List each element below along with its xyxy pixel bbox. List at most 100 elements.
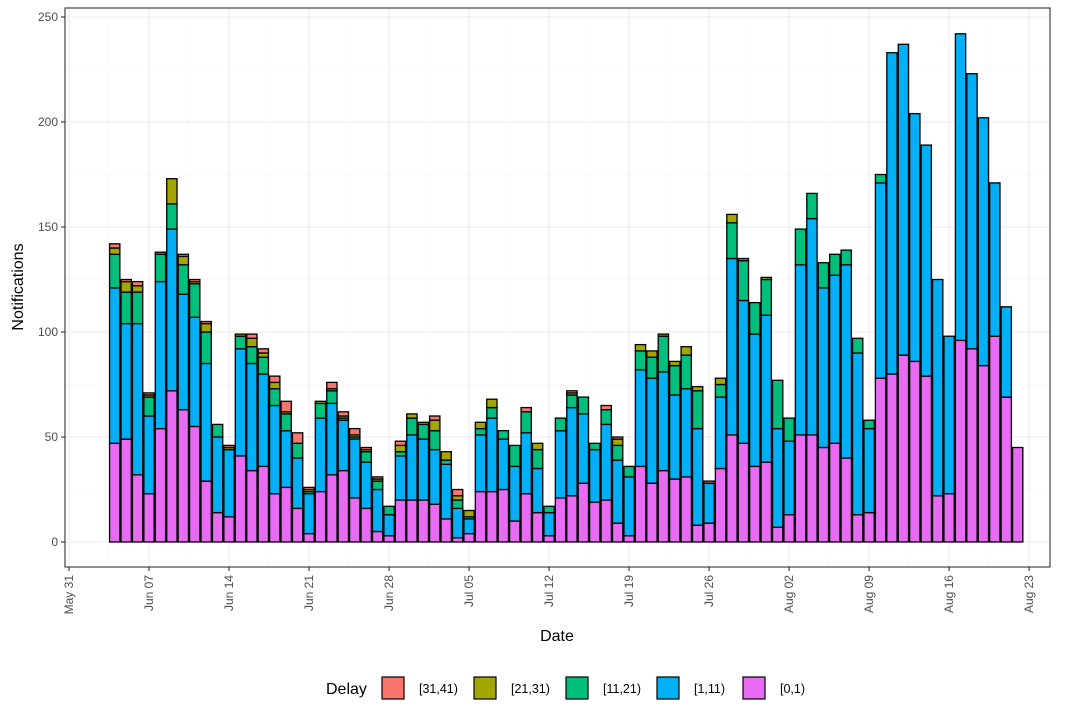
legend-label: [1,11) bbox=[694, 682, 725, 696]
bar-segment bbox=[783, 440, 795, 516]
bar-segment bbox=[989, 182, 1001, 337]
bar-segment bbox=[371, 476, 384, 480]
bar-segment bbox=[268, 375, 281, 384]
bar-segment bbox=[737, 442, 750, 543]
x-tick-label: Aug 09 bbox=[862, 575, 876, 613]
bar-segment bbox=[680, 476, 693, 543]
bar-segment bbox=[200, 322, 212, 333]
bar-segment bbox=[314, 400, 327, 405]
bar-segment bbox=[246, 333, 258, 339]
bar-segment bbox=[634, 350, 647, 371]
bar-segment bbox=[177, 293, 190, 411]
bar-segment bbox=[954, 33, 967, 342]
bar-segment bbox=[554, 430, 567, 499]
bar-segment bbox=[131, 322, 144, 476]
bar-segment bbox=[337, 419, 350, 472]
bar-segment bbox=[508, 444, 521, 468]
bar-segment bbox=[234, 333, 247, 337]
legend-key bbox=[656, 676, 680, 700]
bar-segment bbox=[474, 421, 487, 430]
bar-segment bbox=[348, 497, 361, 543]
bar-segment bbox=[246, 362, 258, 472]
bar-segment bbox=[451, 507, 464, 539]
bar-segment bbox=[428, 419, 441, 432]
bar-segment bbox=[691, 524, 704, 543]
bar-segment bbox=[771, 526, 784, 543]
bar-segment bbox=[440, 463, 452, 520]
bar-segment bbox=[268, 381, 281, 390]
bar-segment bbox=[520, 432, 532, 495]
bar-segment bbox=[314, 402, 327, 419]
bar-segment bbox=[268, 388, 281, 407]
bar-segment bbox=[954, 339, 967, 543]
bar-segment bbox=[463, 518, 475, 535]
bar-segment bbox=[234, 455, 247, 543]
bar-segment bbox=[371, 488, 384, 533]
bar-segment bbox=[291, 457, 304, 510]
bar-segment bbox=[909, 360, 921, 543]
bar-segment bbox=[223, 516, 235, 543]
bar-segment bbox=[611, 522, 624, 543]
bar-segment bbox=[874, 173, 887, 184]
bar-segment bbox=[257, 465, 270, 543]
bar-segment bbox=[508, 520, 521, 543]
bar-segment bbox=[257, 373, 270, 468]
bar-segment bbox=[806, 434, 818, 543]
bar-segment bbox=[326, 402, 338, 476]
bar-segment bbox=[143, 392, 155, 396]
bar-segment bbox=[200, 320, 212, 325]
bar-segment bbox=[726, 257, 738, 436]
bar-segment bbox=[428, 430, 441, 451]
bar-segment bbox=[177, 264, 190, 295]
bar-segment bbox=[428, 448, 441, 505]
bar-segment bbox=[143, 493, 155, 543]
bar-segment bbox=[406, 434, 418, 501]
bar-segment bbox=[463, 532, 475, 543]
bar-segment bbox=[211, 423, 224, 438]
bar-segment bbox=[166, 228, 178, 392]
bar-segment bbox=[394, 440, 407, 447]
bar-segment bbox=[737, 259, 750, 302]
bar-segment bbox=[600, 404, 613, 411]
bar-segment bbox=[497, 488, 510, 543]
bar-segment bbox=[166, 203, 178, 230]
panel-border bbox=[64, 7, 1051, 568]
legend-label: [21,31) bbox=[511, 682, 550, 696]
bar-segment bbox=[417, 499, 430, 543]
y-axis: 0 50 100 150 200 250 bbox=[38, 10, 65, 549]
bar-segment bbox=[634, 369, 647, 468]
bar-segment bbox=[783, 417, 795, 442]
x-tick-label: Jun 07 bbox=[142, 575, 156, 611]
bar-segment bbox=[634, 343, 647, 352]
bar-segment bbox=[486, 406, 498, 419]
bar-segment bbox=[394, 444, 407, 453]
bar-segment bbox=[668, 394, 681, 480]
bar-segment bbox=[120, 291, 132, 325]
bar-segment bbox=[188, 425, 201, 543]
x-tick-label: Jul 12 bbox=[542, 575, 556, 607]
bar-segment bbox=[566, 394, 578, 409]
bar-segment bbox=[154, 427, 167, 543]
bar-segment bbox=[463, 509, 475, 518]
bar-segment bbox=[303, 486, 315, 491]
bar-segment bbox=[726, 213, 738, 224]
x-axis-title: Date bbox=[540, 628, 574, 645]
bar-segment bbox=[966, 73, 978, 350]
bar-segment bbox=[554, 497, 567, 543]
x-axis: May 31 Jun 07 Jun 14 Jun 21 Jun 28 Jul 05 Jul … bbox=[62, 567, 1036, 614]
bar-segment bbox=[451, 499, 464, 510]
bar-segment bbox=[1000, 306, 1013, 398]
bar-segment bbox=[486, 417, 498, 493]
bar-segment bbox=[749, 465, 761, 543]
y-tick-label: 200 bbox=[38, 115, 58, 129]
bar-segment bbox=[131, 280, 144, 287]
legend-key bbox=[742, 676, 766, 700]
bar-segment bbox=[931, 278, 944, 497]
bar-segment bbox=[177, 253, 190, 258]
bar-segment bbox=[211, 436, 224, 514]
legend: Delay [31,41) [21,31) [11,21) [1,11) [0,1) bbox=[326, 676, 805, 700]
bar-segment bbox=[794, 434, 807, 543]
bar-segment bbox=[177, 255, 190, 266]
bar-segment bbox=[188, 283, 201, 318]
bar-segment bbox=[108, 253, 121, 289]
